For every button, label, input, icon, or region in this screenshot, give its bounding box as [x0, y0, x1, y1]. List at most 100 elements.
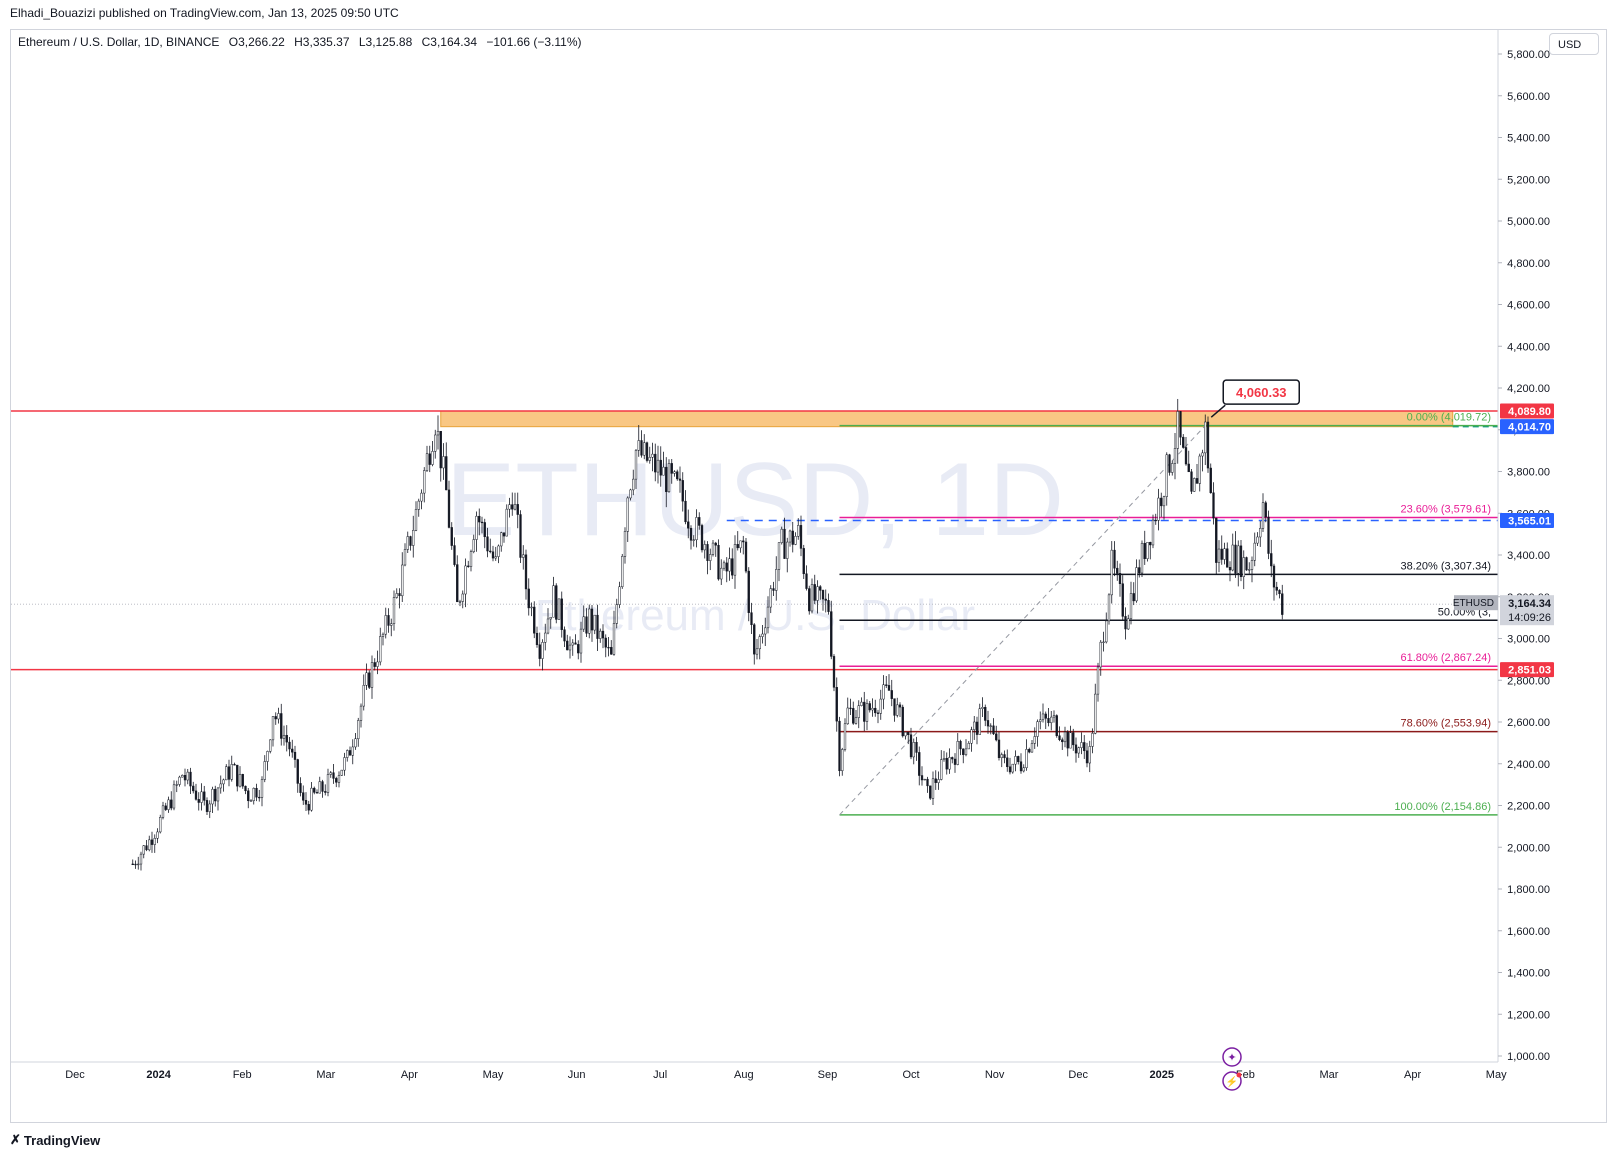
candle-body	[995, 733, 998, 741]
time-axis[interactable]: Dec 2024 Feb Mar Apr May Jun Jul Aug Sep Oct Nov Dec…	[11, 1061, 1507, 1081]
candle-body	[901, 706, 904, 737]
candle-body	[189, 771, 192, 787]
candle-body	[783, 528, 786, 559]
candle-body	[832, 656, 836, 688]
candle-body	[931, 778, 935, 799]
candle-body	[1206, 421, 1210, 469]
candle-body	[689, 527, 693, 541]
candle-body	[403, 549, 407, 566]
fib-level-label: 23.60% (3,579.61)	[1400, 504, 1491, 516]
candle-body	[280, 713, 283, 739]
candle-body	[483, 522, 486, 538]
candle-body	[599, 630, 602, 639]
candle-body	[984, 707, 987, 721]
candle-body	[219, 783, 222, 789]
candle-body	[1245, 557, 1248, 571]
candle-body	[1248, 569, 1251, 571]
candle-body	[926, 778, 929, 787]
candle-body	[1250, 559, 1254, 570]
legend-close: C3,164.34	[421, 35, 477, 49]
candle-body	[544, 632, 547, 643]
candle-body	[442, 456, 445, 469]
candle-body	[1160, 497, 1163, 507]
time-tick-label: Aug	[734, 1069, 754, 1081]
candle-body	[986, 720, 990, 727]
chart-frame[interactable]	[10, 29, 1607, 1123]
price-tick-label: 1,000.00	[1507, 1051, 1550, 1063]
fib-trend-line	[839, 425, 1206, 816]
candle-body	[1039, 719, 1042, 722]
candle-body	[879, 698, 882, 714]
candle-body	[1061, 739, 1064, 743]
candle-body	[1036, 721, 1039, 737]
candle-body	[500, 532, 503, 547]
price-tick-label: 3,400.00	[1507, 550, 1550, 562]
candle-body	[728, 558, 731, 572]
price-tick-label: 2,200.00	[1507, 801, 1550, 813]
candle-body	[291, 748, 294, 753]
candle-body	[1094, 693, 1097, 734]
candle-body	[637, 440, 640, 451]
candle-body	[1220, 548, 1223, 560]
candle-body	[175, 784, 178, 786]
candle-body	[865, 703, 869, 722]
candle-body	[1116, 567, 1119, 574]
candle-body	[711, 542, 715, 555]
candle-body	[1182, 436, 1185, 448]
candle-body	[181, 775, 184, 778]
price-tick-label: 4,200.00	[1507, 383, 1550, 395]
candle-body	[662, 466, 665, 476]
candle-body	[794, 536, 797, 545]
candle-body	[863, 701, 866, 722]
candle-body	[824, 598, 827, 601]
candle-body	[1107, 594, 1111, 622]
candle-body	[934, 778, 937, 783]
candle-body	[1242, 557, 1245, 577]
candle-body	[392, 597, 396, 624]
candle-body	[346, 750, 349, 758]
candle-body	[222, 779, 225, 785]
candle-body	[1201, 452, 1204, 457]
price-tick-label: 5,600.00	[1507, 91, 1550, 103]
candle-body	[293, 751, 297, 760]
candle-body	[1226, 548, 1229, 568]
watermark-symbol: ETHUSD, 1D	[446, 442, 1064, 558]
candle-body	[1113, 549, 1116, 569]
candle-body	[799, 525, 803, 549]
price-axis[interactable]: 1,000.00 1,200.00 1,400.00 1,600.00 1,800.00…	[1497, 30, 1550, 1063]
lightning-icon	[1222, 1071, 1242, 1091]
candle-body	[450, 527, 453, 546]
candle-body	[1121, 583, 1124, 617]
candle-body	[1165, 454, 1168, 497]
candle-body	[956, 741, 959, 765]
candle-body	[491, 551, 495, 559]
time-tick-label: 2025	[1150, 1069, 1174, 1081]
tradingview-logo-text: TradingView	[23, 1132, 101, 1148]
price-tag-resistance-label: 4,089.80	[1508, 406, 1551, 418]
candle-body	[846, 707, 849, 725]
candle-body	[244, 785, 247, 792]
time-tick-label: Jun	[568, 1069, 586, 1081]
candle-body	[1151, 519, 1155, 546]
candle-body	[271, 716, 275, 741]
candle-body	[1099, 641, 1102, 668]
candle-body	[533, 606, 536, 634]
candle-body	[885, 684, 888, 686]
candle-body	[623, 531, 627, 557]
candle-body	[552, 585, 555, 618]
candle-body	[1253, 542, 1256, 561]
candle-body	[538, 644, 541, 659]
candle-body	[296, 759, 299, 784]
candle-body	[535, 632, 539, 645]
candle-body	[447, 489, 451, 528]
candle-body	[1173, 448, 1177, 464]
candle-body	[857, 705, 860, 718]
ohlc-legend: Ethereum / U.S. Dollar, 1D, BINANCE O3,2…	[18, 35, 588, 49]
tradingview-logo[interactable]: ✗ TradingView	[10, 1132, 100, 1148]
candle-body	[673, 471, 676, 474]
currency-button[interactable]: USD	[1549, 33, 1599, 55]
candle-body	[368, 672, 371, 688]
candle-body	[1223, 548, 1226, 560]
candle-body	[692, 539, 695, 541]
